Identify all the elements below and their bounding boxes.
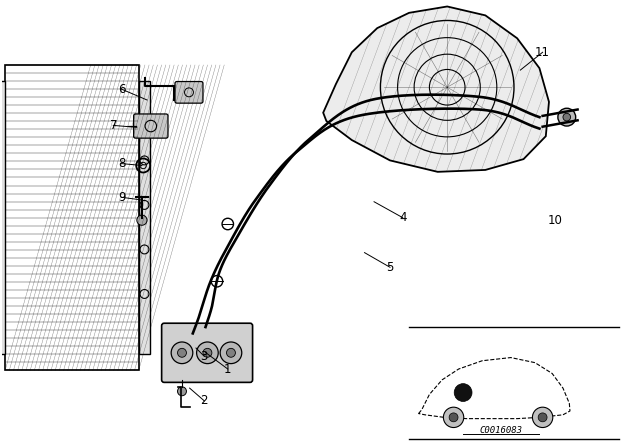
Circle shape — [171, 342, 193, 364]
Text: 7: 7 — [109, 119, 117, 132]
Polygon shape — [323, 6, 549, 172]
Text: 8: 8 — [118, 157, 125, 170]
Text: 5: 5 — [387, 261, 394, 274]
Circle shape — [454, 383, 472, 401]
Circle shape — [177, 387, 186, 396]
Circle shape — [558, 108, 576, 126]
Circle shape — [563, 113, 571, 121]
Circle shape — [196, 342, 218, 364]
FancyBboxPatch shape — [175, 82, 203, 103]
Text: 2: 2 — [200, 394, 208, 407]
Circle shape — [137, 215, 147, 225]
Circle shape — [227, 349, 236, 357]
Circle shape — [449, 413, 458, 422]
Text: 11: 11 — [535, 46, 550, 59]
Text: 9: 9 — [118, 191, 125, 204]
Circle shape — [220, 342, 242, 364]
Text: 6: 6 — [118, 83, 125, 96]
Polygon shape — [139, 81, 150, 354]
Circle shape — [203, 349, 212, 357]
Text: 3: 3 — [200, 350, 208, 363]
FancyBboxPatch shape — [134, 114, 168, 138]
Circle shape — [177, 349, 186, 357]
Circle shape — [444, 407, 464, 427]
FancyBboxPatch shape — [162, 323, 253, 383]
Text: 10: 10 — [548, 214, 563, 227]
Text: C0016083: C0016083 — [480, 426, 523, 435]
Polygon shape — [0, 81, 5, 354]
Circle shape — [538, 413, 547, 422]
Text: 1: 1 — [224, 362, 232, 375]
Text: 4: 4 — [399, 211, 406, 224]
Circle shape — [532, 407, 553, 427]
